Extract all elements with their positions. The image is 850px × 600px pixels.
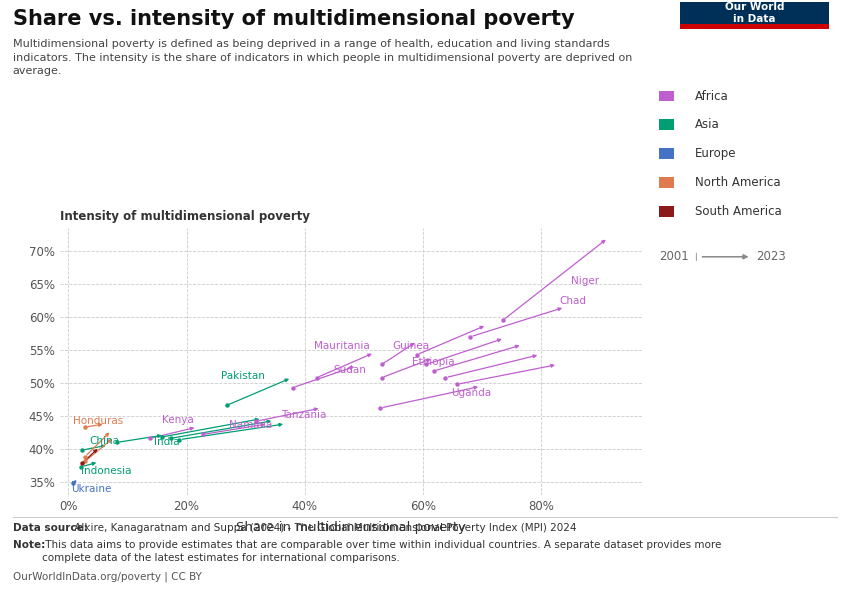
Text: 2001: 2001 [659,250,688,263]
Text: Chad: Chad [559,296,586,305]
Text: China: China [89,436,119,446]
Text: Indonesia: Indonesia [82,466,132,476]
Text: Africa: Africa [695,89,729,103]
Text: Asia: Asia [695,118,720,131]
Text: Sudan: Sudan [333,365,366,376]
Text: Our World
in Data: Our World in Data [724,2,784,24]
Text: Data source:: Data source: [13,523,88,533]
Text: 2023: 2023 [756,250,786,263]
Text: Note:: Note: [13,540,45,550]
Text: India: India [154,437,179,446]
Text: Share vs. intensity of multidimensional poverty: Share vs. intensity of multidimensional … [13,9,575,29]
Text: Pakistan: Pakistan [221,371,264,382]
Text: Honduras: Honduras [73,416,123,426]
Text: South America: South America [695,205,782,218]
Text: Multidimensional poverty is defined as being deprived in a range of health, educ: Multidimensional poverty is defined as b… [13,39,632,76]
Text: Mauritania: Mauritania [314,341,370,351]
Text: Uganda: Uganda [451,388,491,398]
Text: Alkire, Kanagaratnam and Suppa (2024) - The Global Multidimensional Poverty Inde: Alkire, Kanagaratnam and Suppa (2024) - … [71,523,576,533]
Text: Ukraine: Ukraine [71,484,111,494]
Text: Ethiopia: Ethiopia [412,358,455,367]
Text: Tanzania: Tanzania [281,410,326,420]
Text: Intensity of multidimensional poverty: Intensity of multidimensional poverty [60,210,309,223]
Text: North America: North America [695,176,781,189]
Text: Niger: Niger [571,276,599,286]
Text: OurWorldInData.org/poverty | CC BY: OurWorldInData.org/poverty | CC BY [13,571,201,582]
Text: Europe: Europe [695,147,737,160]
Text: ▏: ▏ [695,252,702,262]
Text: Kenya: Kenya [162,415,194,425]
Text: Namibia: Namibia [230,420,272,430]
Text: Guinea: Guinea [393,341,429,351]
Text: This data aims to provide estimates that are comparable over time within individ: This data aims to provide estimates that… [42,540,721,563]
X-axis label: Share in multidimensional poverty: Share in multidimensional poverty [235,521,466,534]
